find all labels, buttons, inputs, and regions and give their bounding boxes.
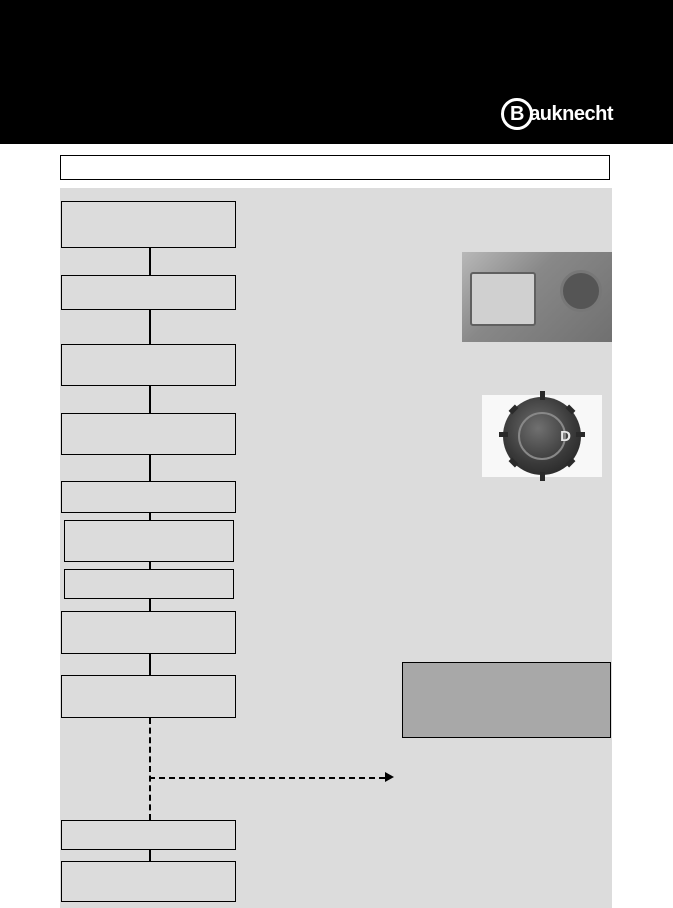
flow-step-10 — [61, 820, 236, 850]
brand-name: auknecht — [529, 103, 613, 126]
dashed-connector-v — [149, 718, 151, 820]
connector — [149, 310, 151, 344]
connector — [149, 599, 151, 611]
flow-step-5 — [61, 481, 236, 513]
arrow-head-icon — [385, 772, 394, 782]
flow-step-11 — [61, 861, 236, 902]
connector — [149, 248, 151, 275]
flowchart-panel: D — [60, 188, 612, 908]
flow-step-1 — [61, 201, 236, 248]
brand-logo-circle: B — [501, 98, 533, 130]
flow-step-2 — [61, 275, 236, 310]
page-header-black: B auknecht — [0, 0, 673, 144]
callout-box — [402, 662, 611, 738]
dispenser-photo — [462, 252, 612, 342]
brand-logo: B auknecht — [501, 98, 613, 130]
dial-letter-label: D — [560, 428, 571, 445]
flow-step-9 — [61, 675, 236, 718]
connector — [149, 513, 151, 520]
content-area: D — [60, 155, 613, 908]
flow-step-6 — [64, 520, 234, 562]
connector — [149, 455, 151, 481]
section-title-bar — [60, 155, 610, 180]
flow-step-4 — [61, 413, 236, 455]
connector — [149, 562, 151, 569]
rinse-aid-dial-photo: D — [482, 395, 602, 477]
flow-step-3 — [61, 344, 236, 386]
connector — [149, 654, 151, 675]
flow-step-8 — [61, 611, 236, 654]
dial-circle: D — [503, 397, 581, 475]
connector — [149, 850, 151, 861]
brand-initial: B — [510, 103, 524, 126]
connector — [149, 386, 151, 413]
flow-step-7 — [64, 569, 234, 599]
dashed-connector-h — [149, 777, 385, 779]
